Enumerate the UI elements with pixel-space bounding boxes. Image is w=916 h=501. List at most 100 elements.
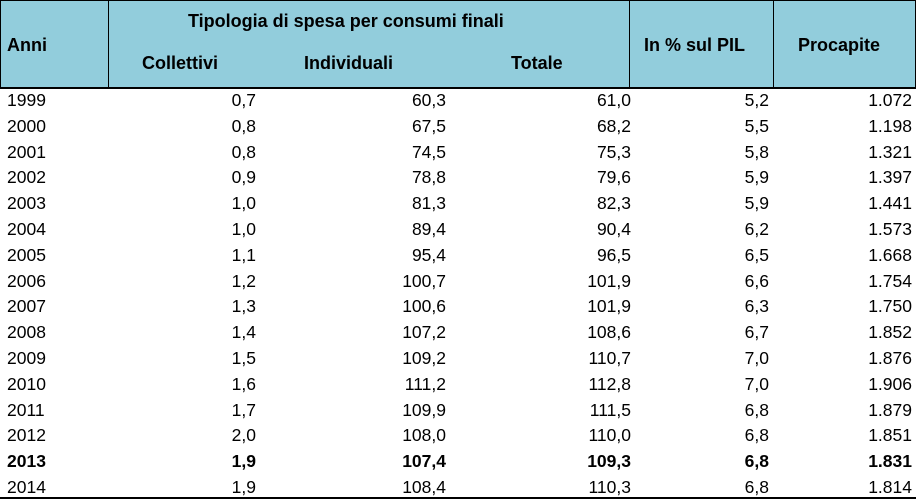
cell-year: 2009 [7,347,46,368]
cell-year: 2001 [7,141,46,162]
cell-totale: 112,8 [588,373,632,394]
cell-pil: 5,9 [744,193,769,214]
table-row: 2001 0,8 74,5 75,3 5,8 1.321 [0,140,916,166]
cell-pil: 6,8 [744,476,769,497]
cell-procapite: 1.876 [868,347,912,368]
cell-individuali: 109,9 [402,399,446,420]
cell-collettivi: 1,0 [231,193,256,214]
cell-individuali: 67,5 [411,115,446,136]
cell-procapite: 1.397 [868,167,912,188]
table-row: 2009 1,5 109,2 110,7 7,0 1.876 [0,346,916,372]
cell-totale: 111,5 [589,399,631,420]
cell-totale: 110,3 [588,476,632,497]
cell-collettivi: 1,2 [231,270,256,291]
table-header: Anni Tipologia di spesa per consumi fina… [0,0,916,89]
header-procapite: Procapite [798,35,881,55]
cell-pil: 5,9 [744,167,769,188]
table-row: 2005 1,1 95,4 96,5 6,5 1.668 [0,243,916,269]
cell-collettivi: 0,9 [231,167,256,188]
cell-totale: 68,2 [596,115,631,136]
cell-totale: 96,5 [596,244,631,265]
table-row: 2010 1,6 111,2 112,8 7,0 1.906 [0,372,916,398]
cell-pil: 6,8 [744,451,769,472]
table-row: 2011 1,7 109,9 111,5 6,8 1.879 [0,398,916,424]
header-divider [773,1,774,87]
cell-procapite: 1.831 [868,451,912,472]
table-row: 2000 0,8 67,5 68,2 5,5 1.198 [0,114,916,140]
cell-pil: 6,6 [744,270,769,291]
table-row: 2003 1,0 81,3 82,3 5,9 1.441 [0,191,916,217]
cell-pil: 7,0 [744,373,769,394]
cell-procapite: 1.814 [868,476,912,497]
header-pil: In % sul PIL [644,35,746,55]
cell-individuali: 111,2 [404,373,446,394]
cell-year: 2012 [7,425,46,446]
cell-collettivi: 1,0 [231,218,256,239]
cell-collettivi: 1,9 [231,476,256,497]
cell-procapite: 1.750 [868,296,912,317]
cell-individuali: 107,2 [402,322,446,343]
header-divider [108,1,109,87]
cell-pil: 6,2 [744,218,769,239]
cell-procapite: 1.668 [868,244,912,265]
cell-collettivi: 1,4 [231,322,256,343]
cell-pil: 5,8 [744,141,769,162]
cell-individuali: 107,4 [402,451,446,472]
cell-individuali: 89,4 [411,218,446,239]
cell-year: 2003 [7,193,46,214]
cell-collettivi: 0,8 [231,141,256,162]
cell-totale: 82,3 [596,193,631,214]
table-row: 2012 2,0 108,0 110,0 6,8 1.851 [0,423,916,449]
cell-totale: 108,6 [587,322,631,343]
cell-pil: 5,5 [744,115,769,136]
cell-totale: 61,0 [596,90,631,110]
cell-year: 2002 [7,167,46,188]
cell-year: 2011 [7,399,45,420]
cell-procapite: 1.879 [868,399,912,420]
cell-totale: 110,0 [588,425,632,446]
header-totale: Totale [511,53,563,73]
cell-totale: 101,9 [587,270,631,291]
header-group-title: Tipologia di spesa per consumi finali [188,11,504,31]
cell-individuali: 108,4 [402,476,446,497]
cell-procapite: 1.851 [868,425,912,446]
cell-year: 2007 [7,296,46,317]
cell-procapite: 1.072 [868,90,912,110]
cell-collettivi: 0,8 [231,115,256,136]
cell-collettivi: 1,5 [231,347,256,368]
cell-individuali: 78,8 [411,167,446,188]
table-row: 2013 1,9 107,4 109,3 6,8 1.831 [0,449,916,475]
cell-totale: 110,7 [588,347,632,368]
cell-pil: 6,8 [744,399,769,420]
cell-collettivi: 0,7 [231,90,256,110]
cell-individuali: 60,3 [411,90,446,110]
cell-year: 2008 [7,322,46,343]
cell-totale: 79,6 [596,167,631,188]
cell-collettivi: 1,1 [231,244,256,265]
header-collettivi: Collettivi [142,53,219,73]
cell-collettivi: 1,7 [231,399,256,420]
cell-pil: 7,0 [744,347,769,368]
cell-totale: 101,9 [587,296,631,317]
cell-pil: 6,3 [744,296,769,317]
table-row: 2004 1,0 89,4 90,4 6,2 1.573 [0,217,916,243]
table-row: 2006 1,2 100,7 101,9 6,6 1.754 [0,269,916,295]
cell-collettivi: 1,9 [231,451,256,472]
cell-individuali: 100,6 [402,296,446,317]
cell-collettivi: 1,3 [231,296,256,317]
cell-year: 1999 [7,90,46,110]
cell-individuali: 81,3 [411,193,446,214]
cell-pil: 6,8 [744,425,769,446]
table-row: 2008 1,4 107,2 108,6 6,7 1.852 [0,320,916,346]
cell-totale: 75,3 [596,141,631,162]
table-body: 1999 0,7 60,3 61,0 5,2 1.072 2000 0,8 67,5 68,2 5,… [0,88,916,501]
cell-individuali: 109,2 [402,347,446,368]
cell-year: 2010 [7,373,46,394]
table-row: 2007 1,3 100,6 101,9 6,3 1.750 [0,294,916,320]
cell-procapite: 1.573 [868,218,912,239]
cell-pil: 5,2 [744,90,769,110]
table-row: 1999 0,7 60,3 61,0 5,2 1.072 [0,88,916,114]
cell-individuali: 100,7 [402,270,446,291]
cell-totale: 109,3 [587,451,631,472]
cell-year: 2004 [7,218,46,239]
